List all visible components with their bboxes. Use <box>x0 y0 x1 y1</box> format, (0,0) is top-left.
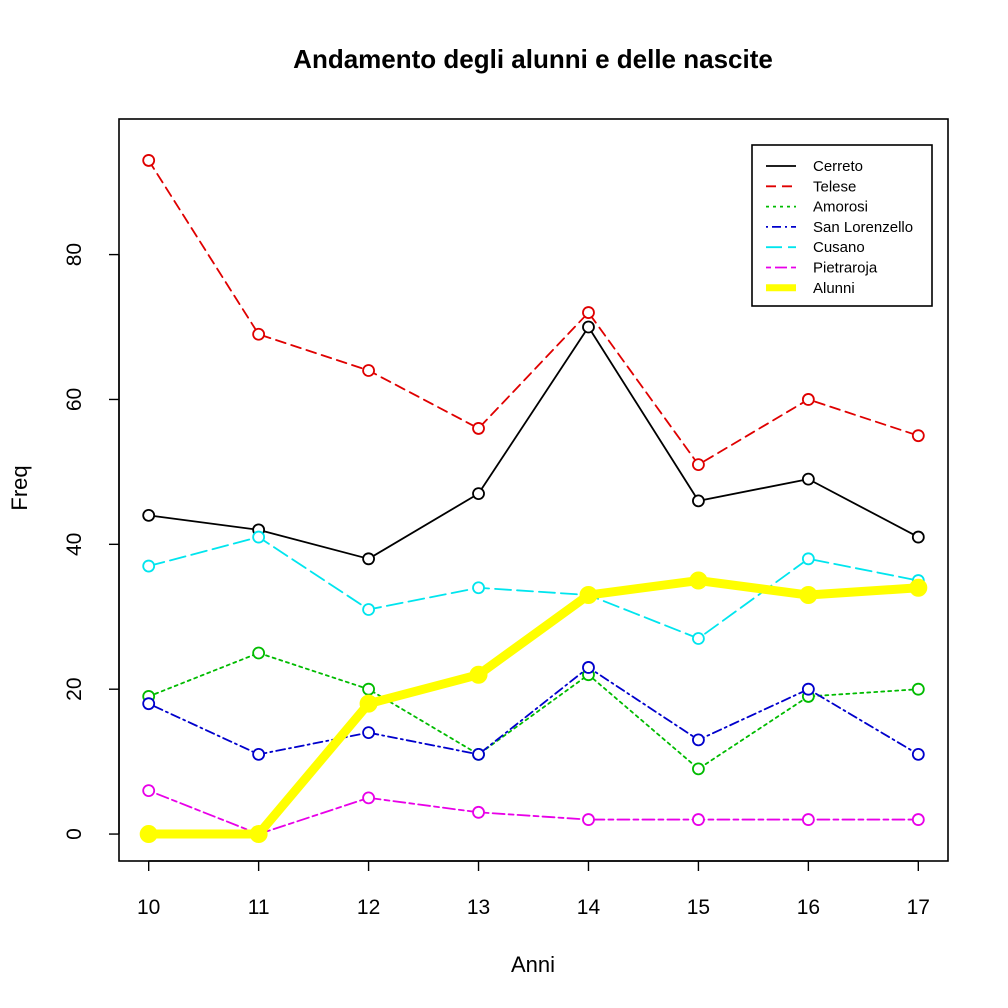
data-point <box>911 682 925 696</box>
data-point <box>472 581 485 595</box>
data-point <box>472 487 485 501</box>
data-point <box>801 552 815 566</box>
data-point <box>911 813 925 826</box>
data-point <box>692 494 705 508</box>
chart-title: Andamento degli alunni e delle nascite <box>293 44 773 74</box>
data-point <box>252 530 266 544</box>
x-tick-label: 10 <box>137 896 160 919</box>
data-point <box>142 784 156 797</box>
data-point <box>142 508 156 522</box>
legend: Cerreto Telese Amorosi San Lorenzello Cusano… <box>751 144 933 307</box>
x-axis-label: Anni <box>511 952 555 977</box>
data-point <box>801 813 815 826</box>
y-tick-label: 40 <box>63 533 86 556</box>
series-line <box>147 326 920 560</box>
y-tick-label: 20 <box>63 678 86 701</box>
legend-label: Telese <box>813 178 856 195</box>
data-point <box>582 661 595 674</box>
data-point <box>801 682 815 696</box>
y-tick-label: 80 <box>63 243 86 266</box>
legend-label: San Lorenzello <box>813 219 913 236</box>
x-tick-label: 13 <box>467 896 490 919</box>
data-point <box>582 306 595 319</box>
data-point <box>692 733 705 747</box>
data-point <box>692 762 705 776</box>
data-point <box>469 665 488 684</box>
data-point <box>911 429 925 443</box>
data-point <box>909 578 928 597</box>
data-point <box>911 747 925 761</box>
x-tick-label: 17 <box>907 896 930 919</box>
data-point <box>582 813 595 826</box>
series-layer <box>139 154 928 844</box>
x-tick-label: 12 <box>357 896 380 919</box>
data-point <box>582 320 595 334</box>
data-point <box>362 552 375 566</box>
data-point <box>799 586 818 605</box>
series-cerreto <box>142 320 925 566</box>
data-point <box>359 694 378 713</box>
data-point <box>249 825 268 844</box>
y-tick-label: 60 <box>63 388 86 411</box>
data-point <box>252 327 266 341</box>
legend-label: Pietraroja <box>813 260 878 277</box>
data-point <box>362 682 375 696</box>
y-axis-label: Freq <box>7 465 32 510</box>
data-point <box>689 571 708 590</box>
data-point <box>692 458 705 472</box>
data-point <box>142 154 156 167</box>
data-point <box>472 747 485 761</box>
data-point <box>362 364 375 377</box>
series-line <box>147 652 920 770</box>
legend-label: Amorosi <box>813 199 868 216</box>
legend-label: Cerreto <box>813 158 863 175</box>
series-line <box>144 576 923 839</box>
data-point <box>142 697 156 711</box>
data-point <box>579 586 598 605</box>
series-line <box>147 536 920 640</box>
series-pietraroja <box>142 784 925 841</box>
legend-label: Alunni <box>813 280 855 297</box>
x-tick-label: 16 <box>797 896 820 919</box>
data-point <box>362 791 375 805</box>
data-point <box>801 472 815 486</box>
y-axis: 0 20 40 60 80 <box>63 243 120 840</box>
data-point <box>142 559 156 573</box>
series-telese <box>142 154 925 472</box>
y-tick-label: 0 <box>63 828 86 840</box>
data-point <box>252 747 266 761</box>
data-point <box>801 393 815 406</box>
data-point <box>139 825 158 844</box>
x-tick-label: 15 <box>687 896 710 919</box>
series-line <box>147 789 920 835</box>
data-point <box>911 530 925 544</box>
legend-box <box>751 144 933 307</box>
series-alunni <box>139 571 928 844</box>
x-tick-label: 11 <box>248 896 270 919</box>
legend-label: Cusano <box>813 239 865 256</box>
data-point <box>472 805 485 819</box>
series-line <box>147 666 920 756</box>
data-point <box>362 726 375 740</box>
data-point <box>692 813 705 826</box>
series-san-lorenzello <box>142 661 925 761</box>
x-axis: 10 11 12 13 14 15 16 17 <box>137 860 930 919</box>
series-line <box>147 159 920 466</box>
data-point <box>472 422 485 435</box>
data-point <box>252 646 266 660</box>
x-tick-label: 14 <box>577 896 601 919</box>
data-point <box>362 603 375 616</box>
data-point <box>692 632 705 645</box>
